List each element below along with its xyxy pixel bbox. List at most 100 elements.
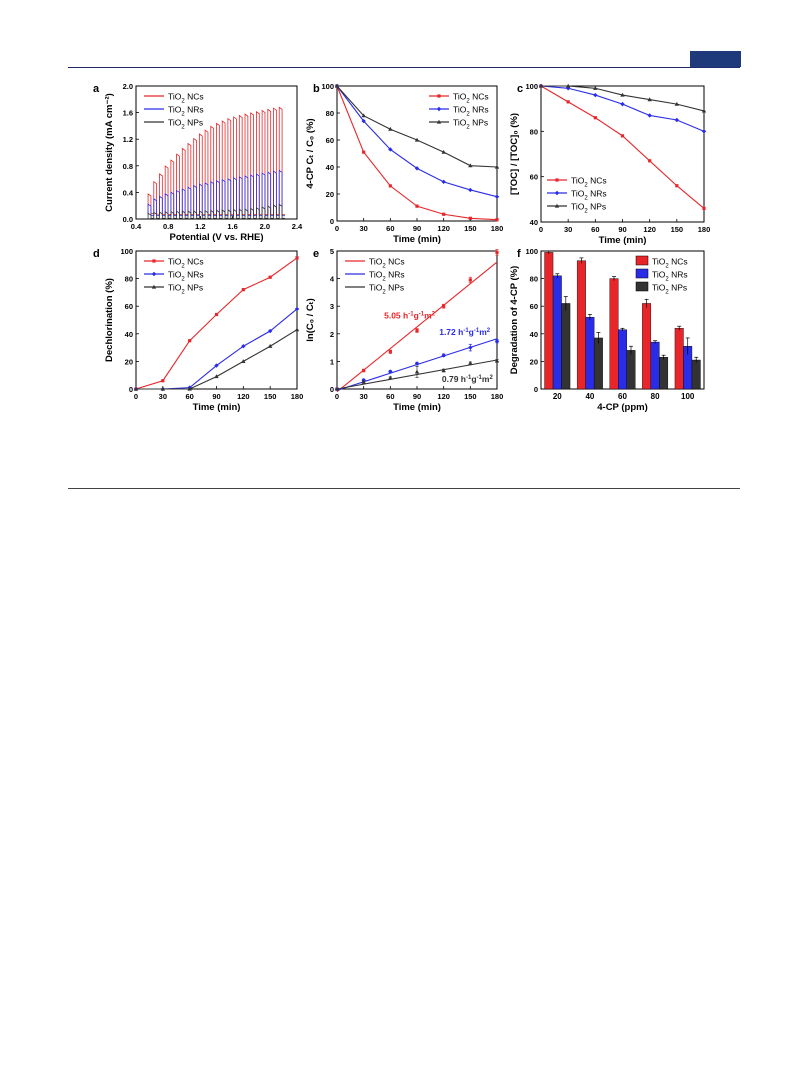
y-tick-label: 2 [330,330,334,339]
rate-annotation: 0.79 h-1g-1m2 [442,374,494,384]
data-point [414,361,420,366]
y-tick-label: 80 [530,275,538,284]
legend-label: TiO2 NPs [571,202,606,215]
legend-marker [152,259,156,263]
x-tick-label: 30 [159,392,167,401]
x-tick-label: 30 [359,392,367,401]
panel-letter: b [313,83,320,95]
y-tick-label: 60 [530,173,538,182]
x-tick-label: 2.4 [292,222,303,231]
legend-marker [555,178,559,182]
legend-swatch [635,268,649,279]
y-tick-label: 5 [330,247,334,256]
data-point [441,353,446,358]
data-point [442,304,446,308]
x-tick-label: 20 [553,392,562,401]
y-tick-label: 0.0 [123,215,133,224]
legend-label: TiO2 NRs [652,270,688,283]
data-point [388,147,393,152]
plot-frame [540,85,705,223]
data-point [468,163,473,168]
bar [659,357,669,390]
data-point [468,345,473,350]
bar [609,278,619,390]
x-tick-label: 0 [539,225,543,234]
bar [626,350,636,390]
x-tick-label: 90 [618,225,626,234]
x-tick-label: 0 [335,224,339,233]
x-axis-label: Time (min) [599,235,647,246]
plot-frame [135,250,298,390]
data-point [294,327,300,332]
legend-label: TiO2 NRs [571,189,607,202]
data-point [362,368,366,373]
x-tick-label: 60 [386,224,394,233]
x-tick-label: 80 [651,392,660,401]
panel-letter: e [313,248,319,260]
y-tick-label: 3 [330,302,334,311]
panel-a: 0.00.40.81.21.62.00.4 0.8 1.2 1.6 2.0 2.4Pote… [93,82,303,243]
y-tick-label: 4 [330,275,335,284]
legend-marker [554,203,560,208]
y-axis-label: 4-CP Cₜ / C₀ (%) [305,118,316,188]
data-point [161,379,165,383]
x-tick-label: 60 [386,392,394,401]
x-tick-label: 180 [698,225,711,234]
data-point [494,339,500,344]
data-point [268,275,272,279]
x-tick-label: 0.8 [163,222,173,231]
bar [544,252,554,390]
data-point [441,368,446,373]
data-point [648,159,652,163]
y-tick-label: 0 [129,385,133,394]
data-point [620,134,625,138]
data-point [647,97,652,102]
y-tick-label: 0.8 [123,162,133,171]
x-tick-label: 90 [212,392,220,401]
x-axis-label: 4-CP (ppm) [597,402,648,413]
y-tick-label: 80 [125,275,133,284]
data-point [593,116,597,120]
legend-marker [554,190,560,196]
legend-label: TiO2 NPs [652,283,687,296]
x-tick-label: 0 [335,392,339,401]
data-point [620,92,625,97]
x-tick-label: 90 [413,224,421,233]
data-point [701,108,707,113]
data-point [388,375,393,380]
series-line [147,203,285,219]
x-axis-label: Time (min) [393,234,441,245]
data-point [494,194,500,199]
legend-label: TiO2 NCs [571,176,607,189]
legend-label: TiO2 NCs [652,257,688,270]
x-tick-label: 120 [437,392,450,401]
data-point [361,113,366,118]
data-point [267,328,273,334]
y-tick-label: 40 [326,163,334,172]
header-rule [68,67,740,68]
y-tick-label: 40 [125,330,133,339]
plot-frame [135,85,298,220]
data-point [334,83,340,88]
x-tick-label: 60 [591,225,599,234]
x-tick-label: 150 [464,392,477,401]
x-tick-label: 150 [264,392,277,401]
y-tick-label: 40 [530,330,538,339]
data-point [441,179,446,185]
y-axis-label: Degradation of 4-CP (%) [509,266,520,375]
x-tick-label: 1.2 [195,222,205,231]
legend-label: TiO2 NCs [369,257,405,270]
legend-label: TiO2 NRs [453,105,489,118]
legend-swatch [635,281,649,292]
data-point [593,85,598,90]
data-point [442,212,446,216]
data-point [468,278,472,282]
legend-marker [151,271,157,277]
x-tick-label: 120 [237,392,250,401]
x-tick-label: 60 [185,392,193,401]
data-point [565,83,571,88]
series-line [135,257,298,390]
data-point [361,379,366,384]
bar [576,260,586,390]
data-point [593,92,598,98]
